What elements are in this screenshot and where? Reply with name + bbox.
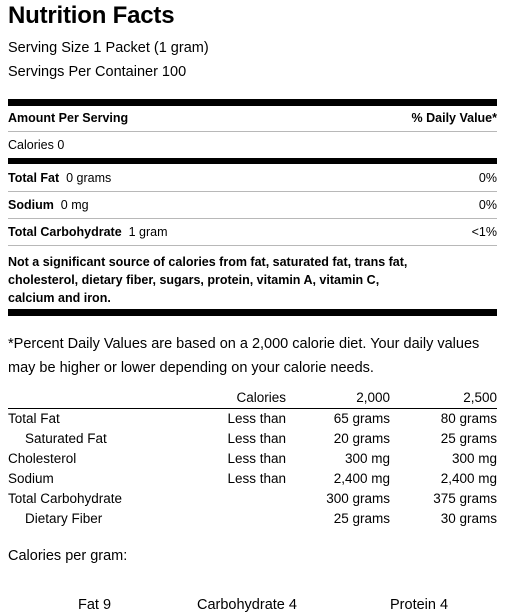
thick-divider	[8, 99, 497, 106]
table-row: Sodium Less than 2,400 mg 2,400 mg	[8, 468, 497, 488]
table-cell: 2,400 mg	[440, 470, 497, 486]
nutrient-name: Total Carbohydrate	[8, 225, 122, 239]
table-cell: 300 mg	[344, 450, 390, 466]
table-cell: 2,400 mg	[333, 470, 390, 486]
table-cell: Total Carbohydrate	[8, 490, 123, 506]
label-title: Nutrition Facts	[8, 2, 175, 29]
divider	[8, 131, 497, 132]
table-cell: 30 grams	[440, 510, 497, 526]
table-cell: Total Fat	[8, 410, 60, 426]
table-row: Total Fat Less than 65 grams 80 grams	[8, 408, 497, 428]
table-cell: Less than	[227, 430, 286, 446]
table-cell: 80 grams	[440, 410, 497, 426]
calories-value: Calories 0	[8, 138, 65, 152]
calories-per-gram-fat: Fat 9	[78, 597, 112, 613]
divider	[8, 218, 497, 219]
daily-value-table-header: Calories 2,000 2,500	[8, 388, 497, 409]
table-cell: Less than	[227, 450, 286, 466]
calories-per-gram-label: Calories per gram:	[8, 548, 128, 564]
nutrient-row-sodium: Sodium 0 mg 0%	[8, 198, 497, 212]
table-header-cell: 2,500	[390, 388, 497, 409]
daily-value-footnote: *Percent Daily Values are based on a 2,0…	[8, 336, 480, 376]
serving-size: Serving Size 1 Packet (1 gram)	[8, 40, 209, 56]
table-cell: Less than	[227, 410, 286, 426]
thick-divider	[8, 309, 497, 316]
table-cell: 375 grams	[433, 490, 497, 506]
table-cell: 300 mg	[451, 450, 497, 466]
table-row: Dietary Fiber 25 grams 30 grams	[8, 508, 497, 528]
table-cell: 25 grams	[440, 430, 497, 446]
calories-per-gram-carbohydrate: Carbohydrate 4	[197, 597, 297, 613]
table-cell: 25 grams	[333, 510, 390, 526]
divider	[8, 245, 497, 246]
nutrient-row-total-fat: Total Fat 0 grams 0%	[8, 171, 497, 185]
table-cell	[198, 508, 286, 528]
table-header-cell	[8, 388, 198, 409]
nutrient-daily-value: 0%	[478, 171, 497, 185]
table-row: Cholesterol Less than 300 mg 300 mg	[8, 448, 497, 468]
amount-per-serving-header: Amount Per Serving	[8, 111, 129, 125]
daily-value-table: Calories 2,000 2,500 Total Fat Less than…	[8, 388, 497, 528]
calories-per-gram-protein: Protein 4	[390, 597, 449, 613]
nutrient-daily-value: 0%	[478, 198, 497, 212]
table-cell: Dietary Fiber	[25, 510, 103, 526]
nutrient-name: Sodium	[8, 198, 54, 212]
nutrient-amount: 0 mg	[60, 198, 89, 212]
not-significant-note: Not a significant source of calories fro…	[8, 255, 408, 305]
servings-per-container: Servings Per Container 100	[8, 64, 187, 80]
table-header-cell: Calories	[198, 388, 286, 409]
table-row: Saturated Fat Less than 20 grams 25 gram…	[8, 428, 497, 448]
table-cell: 65 grams	[333, 410, 390, 426]
table-cell: Cholesterol	[8, 450, 77, 466]
amount-header-row: Amount Per Serving % Daily Value*	[8, 111, 497, 125]
nutrient-name: Total Fat	[8, 171, 60, 185]
table-cell: Sodium	[8, 470, 54, 486]
nutrient-amount: 1 gram	[128, 225, 168, 239]
daily-value-header: % Daily Value*	[411, 111, 497, 125]
table-cell: Saturated Fat	[25, 430, 107, 446]
table-row: Total Carbohydrate 300 grams 375 grams	[8, 488, 497, 508]
medium-divider	[8, 158, 497, 164]
table-cell	[198, 488, 286, 508]
table-cell: Less than	[227, 470, 286, 486]
nutrient-row-total-carbohydrate: Total Carbohydrate 1 gram <1%	[8, 225, 497, 239]
table-header-cell: 2,000	[286, 388, 390, 409]
nutrient-amount: 0 grams	[66, 171, 112, 185]
nutrient-daily-value: <1%	[471, 225, 497, 239]
divider	[8, 191, 497, 192]
table-cell: 20 grams	[333, 430, 390, 446]
table-cell: 300 grams	[326, 490, 390, 506]
calories-row: Calories 0	[8, 138, 497, 152]
